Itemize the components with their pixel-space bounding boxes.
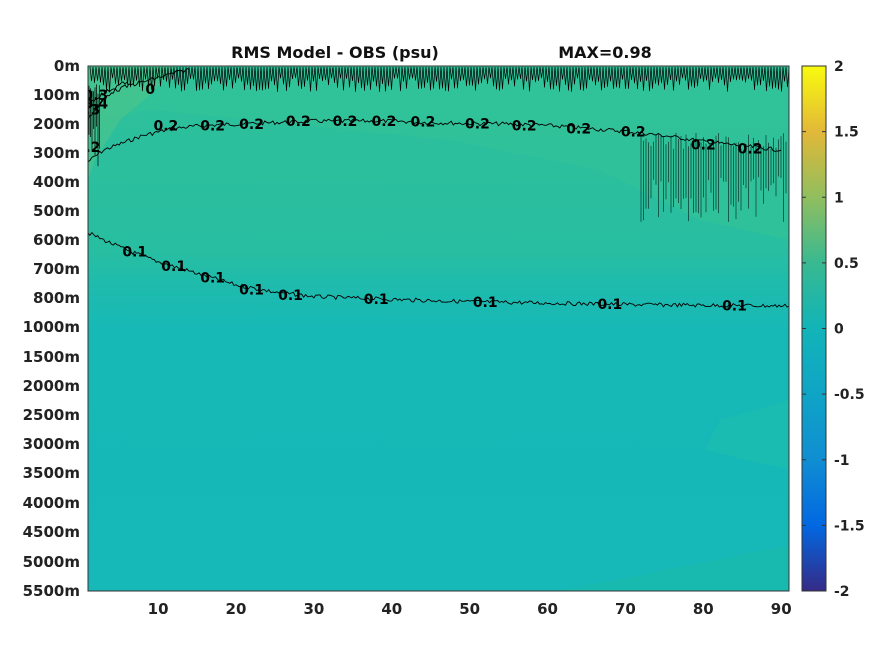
contour-label: 0.1: [239, 282, 264, 298]
colorbar-tick-label: 1.5: [834, 125, 859, 141]
contour-label: 0.2: [333, 114, 358, 130]
y-tick-label: 1000m: [23, 318, 80, 336]
colorbar-tick-label: 0: [834, 322, 844, 338]
right-contour-cluster: [640, 132, 787, 222]
contour-label: 0.2: [512, 118, 537, 134]
x-tick-label: 60: [537, 600, 558, 618]
plot-field: 0.2 0.2 0.2 0.2 0.2 0.2 0.2 0.2 0.2 0.2 0.20.2 0.20…: [76, 66, 789, 591]
contour-layer: 0.2 0.2 0.2 0.2 0.2 0.2 0.2 0.2 0.2 0.2 0.20.2 0.20…: [76, 68, 789, 315]
y-tick-label: 1500m: [23, 348, 80, 366]
contour-label: 0.2: [239, 117, 264, 133]
contour-label: 0.2: [372, 114, 397, 130]
contour-label: 0.1: [278, 288, 303, 304]
colorbar-tick-label: -1.5: [834, 518, 865, 534]
y-tick-label: 3000m: [23, 435, 80, 453]
contour-label: 0.2: [566, 121, 591, 137]
bottom-field-patch: [560, 545, 789, 591]
colorbar-tick-label: 1: [834, 190, 844, 206]
colorbar-tick-label: -2: [834, 584, 850, 600]
contour-label: 0.1: [722, 299, 747, 315]
contour-label: 0.1: [161, 259, 186, 275]
x-tick-label: 40: [381, 600, 402, 618]
plot-frame: [87, 65, 790, 592]
upper-field-shade: [88, 66, 789, 240]
contour-label: 0: [145, 82, 155, 98]
y-tick-label: 400m: [33, 173, 80, 191]
contour-label: 0.1: [473, 295, 498, 311]
x-tick-label: 20: [226, 600, 247, 618]
colorbar-tick-label: -1: [834, 453, 850, 469]
contour-label: 0.1: [597, 297, 622, 313]
max-annotation: MAX=0.98: [558, 43, 652, 62]
y-tick-label: 0m: [54, 57, 80, 75]
y-tick-label: 4500m: [23, 523, 80, 541]
y-tick-label: 2000m: [23, 377, 80, 395]
y-tick-label: 600m: [33, 231, 80, 249]
contour-label: 0.2: [465, 116, 490, 132]
contour-label: 0.2: [153, 118, 178, 134]
x-axis: 10 20 30 40 50 60 70 80 90: [148, 600, 792, 618]
y-tick-label: 700m: [33, 260, 80, 278]
contour-label: 0.3: [83, 88, 108, 104]
colorbar-ticks: 2 1.5 1 0.5 0 -0.5 -1 -1.5 -2: [802, 59, 865, 600]
y-tick-label: 5500m: [23, 582, 80, 600]
surface-contour-noise: [89, 66, 789, 92]
contour-line-0-2: [88, 118, 782, 163]
contour-label: 0.2: [286, 114, 311, 130]
colorbar-tick-label: 0.5: [834, 256, 859, 272]
colorbar-tick-label: -0.5: [834, 387, 865, 403]
y-tick-label: 4000m: [23, 494, 80, 512]
x-tick-label: 50: [459, 600, 480, 618]
deep-field-patch: [705, 400, 789, 470]
contour-label: 0.2: [411, 115, 436, 131]
y-tick-label: 800m: [33, 289, 80, 307]
y-tick-label: 300m: [33, 144, 80, 162]
x-tick-label: 10: [148, 600, 169, 618]
y-tick-label: 500m: [33, 202, 80, 220]
contour-label: 0.2: [76, 140, 101, 156]
noise-layer: [88, 66, 789, 222]
x-tick-label: 30: [303, 600, 324, 618]
y-axis: 0m 100m 200m 300m 400m 500m 600m 700m 800m 1000m 1…: [23, 57, 80, 600]
y-tick-label: 2500m: [23, 406, 80, 424]
contour-label: 0.1: [200, 271, 225, 287]
x-tick-label: 70: [615, 600, 636, 618]
contour-line-0-3: [88, 68, 190, 121]
x-tick-label: 80: [693, 600, 714, 618]
contour-label: 0.1: [364, 292, 389, 308]
y-tick-label: 3500m: [23, 464, 80, 482]
contour-label: 0.3: [76, 103, 101, 119]
contour-line-0-1: [88, 231, 789, 308]
contour-label: 0.2: [200, 118, 225, 134]
chart-title: RMS Model - OBS (psu): [231, 43, 439, 62]
y-tick-label: 200m: [33, 115, 80, 133]
contour-label: 0.1: [122, 245, 147, 261]
colorbar-tick-label: 2: [834, 59, 844, 75]
left-edge-contours: [88, 84, 100, 167]
y-tick-label: 100m: [33, 86, 80, 104]
contour-line-0-4: [88, 81, 128, 105]
x-tick-label: 90: [771, 600, 792, 618]
y-tick-label: 5000m: [23, 553, 80, 571]
contour-label: 0.2: [621, 124, 646, 140]
